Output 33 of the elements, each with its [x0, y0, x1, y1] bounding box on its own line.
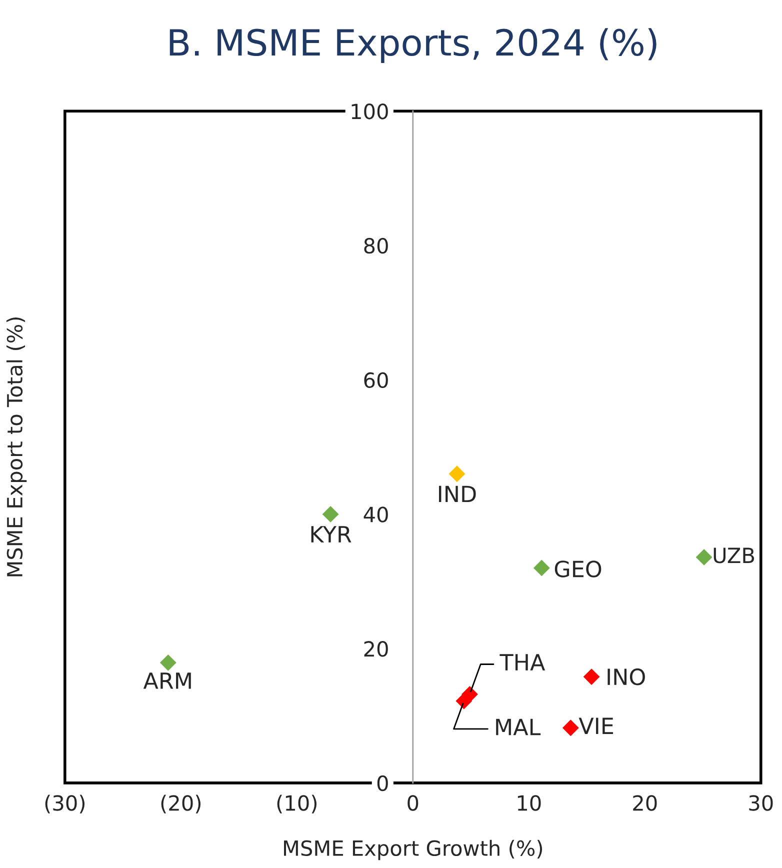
point [696, 548, 712, 566]
annotation: IND [439, 486, 476, 502]
point [160, 654, 176, 671]
annotation: THA [500, 654, 546, 670]
annotation: KYR [311, 526, 352, 542]
point [456, 692, 472, 710]
y-tick-label: 20 [364, 641, 388, 657]
point [533, 560, 550, 576]
y-tick-label: 40 [364, 506, 388, 522]
y-tick-label: 0 [377, 775, 388, 792]
y-axis-title: MSME Export to Total (%) [6, 317, 27, 576]
annotation: INO [608, 668, 645, 686]
x-tick-label: 0 [408, 795, 418, 811]
annotation: MAL [496, 718, 541, 736]
annotation: UZB [714, 548, 754, 564]
point [562, 720, 579, 736]
y-tick-label: 100 [352, 104, 388, 120]
x-tick-label: 10 [518, 795, 541, 811]
x-tick-label: 20 [633, 795, 657, 811]
annotation: VIE [578, 718, 614, 734]
point [583, 668, 600, 686]
x-axis-title: MSME Export Growth (%) [284, 840, 542, 860]
y-tick-label: 80 [364, 238, 388, 254]
point [322, 506, 339, 522]
annotation: ARM [143, 672, 191, 689]
x-tick-label: 30 [749, 795, 773, 811]
x-tick-label: (10) [277, 794, 316, 814]
x-tick-label: (20) [161, 794, 200, 814]
annotation: GEO [554, 560, 602, 578]
chart-title: B. MSME Exports, 2024 (%) [170, 28, 656, 64]
y-tick-label: 60 [364, 372, 388, 388]
point [448, 466, 466, 482]
x-tick-label: (30) [45, 794, 84, 814]
